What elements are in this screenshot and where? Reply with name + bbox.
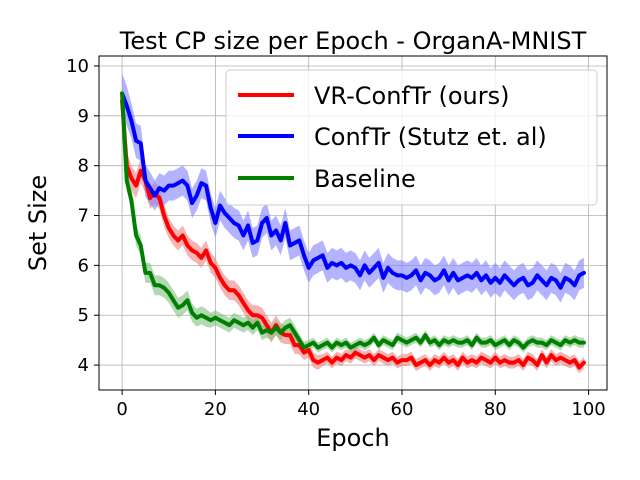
y-tick-label: 8: [78, 156, 89, 177]
legend: VR-ConfTr (ours) ConfTr (Stutz et. al) B…: [225, 69, 598, 206]
x-axis-ticks: 0 20 40 60 80 100: [116, 390, 606, 420]
y-axis-label: Set Size: [24, 175, 52, 271]
band-vr-conftr: [122, 86, 584, 374]
legend-label-vr-conftr: VR-ConfTr (ours): [314, 82, 510, 110]
y-tick-label: 5: [78, 305, 89, 326]
y-tick-label: 10: [66, 56, 89, 77]
confidence-bands: [122, 73, 584, 374]
y-tick-label: 7: [78, 206, 89, 227]
y-tick-label: 6: [78, 255, 89, 276]
x-tick-label: 20: [204, 399, 227, 420]
series-line-conftr: [120, 91, 586, 290]
x-axis-label: Epoch: [316, 424, 390, 452]
series-line-baseline: [120, 91, 586, 350]
x-tick-label: 100: [571, 399, 605, 420]
x-tick-label: 80: [484, 399, 507, 420]
chart-title: Test CP size per Epoch - OrganA-MNIST: [119, 27, 587, 55]
x-tick-label: 60: [391, 399, 414, 420]
x-tick-label: 0: [116, 399, 127, 420]
band-conftr: [122, 73, 584, 303]
series-line-vr-conftr: [120, 98, 586, 370]
x-tick-label: 40: [297, 399, 320, 420]
legend-label-baseline: Baseline: [314, 165, 416, 193]
series-lines: [120, 91, 586, 370]
legend-box: [225, 69, 598, 206]
y-tick-label: 4: [78, 355, 89, 376]
plot-frame: [98, 55, 608, 391]
y-axis-ticks: 4 5 6 7 8 9 10: [66, 56, 99, 376]
y-tick-label: 9: [78, 106, 89, 127]
legend-label-conftr: ConfTr (Stutz et. al): [314, 123, 547, 151]
